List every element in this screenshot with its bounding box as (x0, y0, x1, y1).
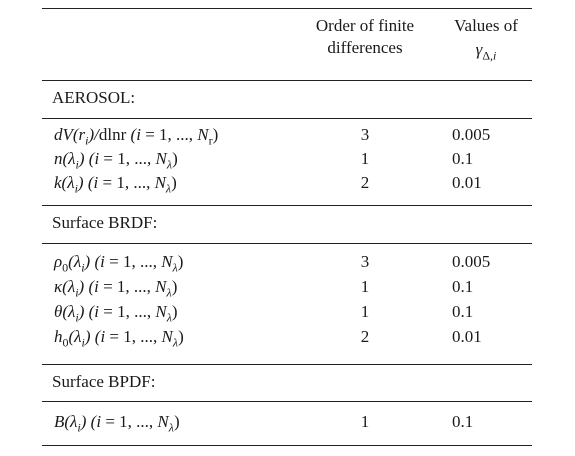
column-header-order: differences (327, 38, 403, 57)
table-top-rule (42, 8, 532, 9)
column-header-order: Order of finite (315, 16, 415, 35)
gamma-value: 0.005 (452, 252, 491, 271)
gamma-value: 0.1 (452, 149, 474, 168)
param-rho0: ρ0(λi) (i = 1, ..., Nλ) (54, 252, 184, 275)
gamma-value: 0.1 (452, 302, 474, 321)
section-rule (42, 243, 532, 244)
section-rule (42, 401, 532, 402)
section-title-aerosol: AEROSOL: (52, 88, 136, 107)
param-dV: dV(ri)/dlnr (i = 1, ..., Nr) (54, 125, 219, 148)
order-value: 2 (360, 173, 370, 192)
column-header-gamma-symbol: γΔ,i (475, 40, 497, 63)
param-kappa: κ(λi) (i = 1, ..., Nλ) (54, 277, 178, 300)
column-header-gamma: Values of (454, 16, 518, 35)
gamma-value: 0.1 (452, 277, 474, 296)
param-B: B(λi) (i = 1, ..., Nλ) (54, 412, 180, 435)
header-bottom-rule (42, 80, 532, 81)
gamma-value: 0.01 (452, 327, 482, 346)
gamma-value: 0.1 (452, 412, 474, 431)
gamma-value: 0.005 (452, 125, 491, 144)
order-value: 1 (360, 149, 370, 168)
gamma-value: 0.01 (452, 173, 482, 192)
order-value: 3 (360, 252, 370, 271)
param-k: k(λi) (i = 1, ..., Nλ) (54, 173, 177, 196)
order-value: 1 (360, 302, 370, 321)
section-rule (42, 118, 532, 119)
gamma-symbol: γ (475, 40, 483, 59)
section-rule (42, 364, 532, 365)
order-value: 1 (360, 412, 370, 431)
order-value: 3 (360, 125, 370, 144)
table-bottom-rule (42, 445, 532, 446)
order-value: 2 (360, 327, 370, 346)
param-n: n(λi) (i = 1, ..., Nλ) (54, 149, 178, 172)
section-rule (42, 205, 532, 206)
order-value: 1 (360, 277, 370, 296)
section-title-bpdf: Surface BPDF: (52, 372, 156, 391)
section-title-brdf: Surface BRDF: (52, 213, 158, 232)
param-h0: h0(λi) (i = 1, ..., Nλ) (54, 327, 184, 350)
param-theta: θ(λi) (i = 1, ..., Nλ) (54, 302, 178, 325)
